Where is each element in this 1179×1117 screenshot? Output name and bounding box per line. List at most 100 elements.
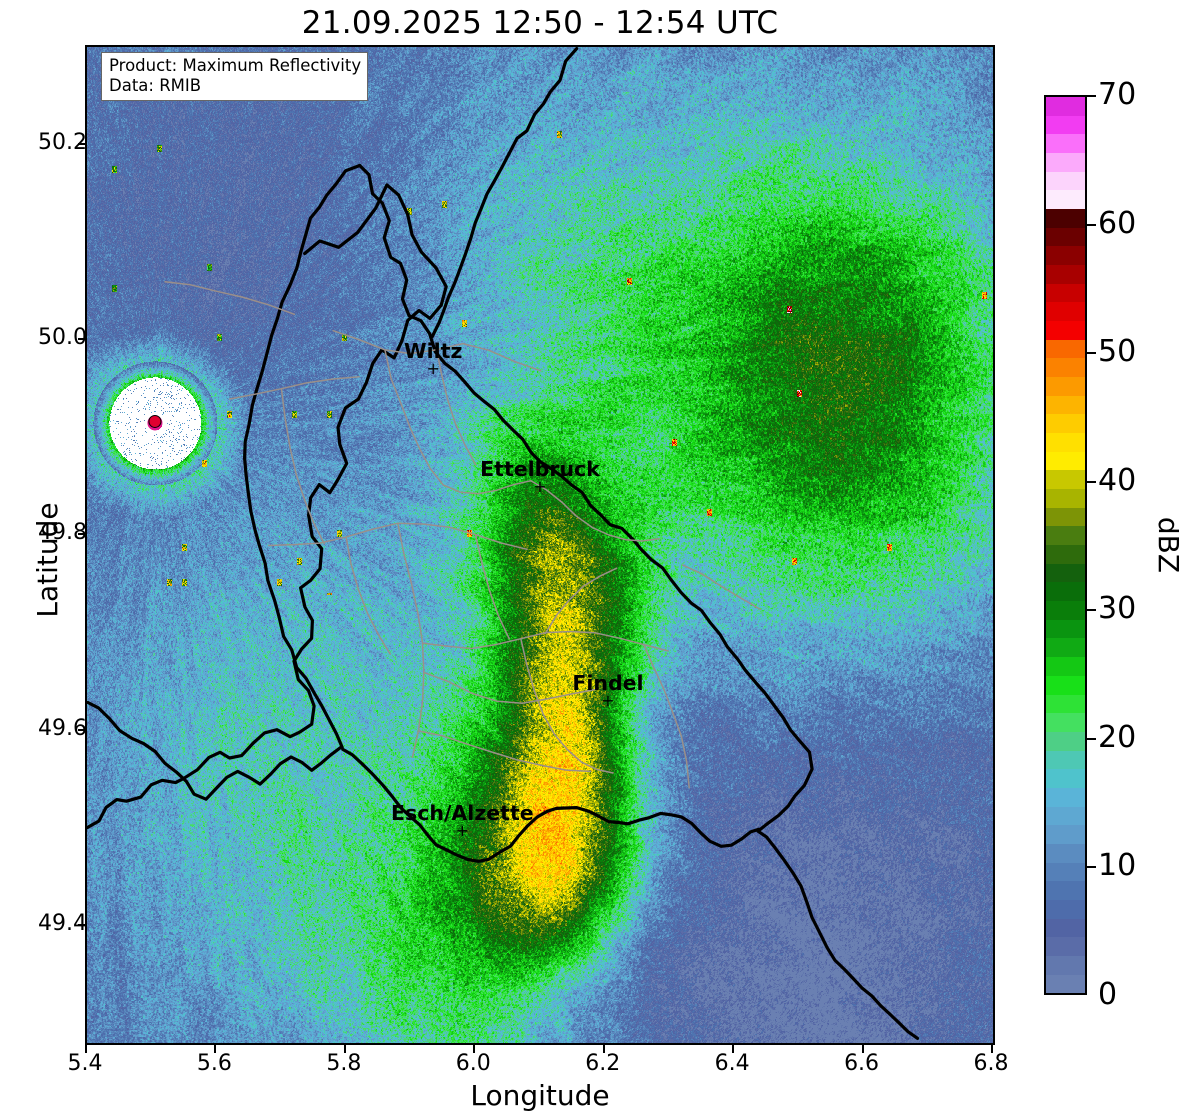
colorbar-band [1046, 414, 1085, 434]
x-tick-label: 6.6 [844, 1051, 880, 1076]
colorbar-band [1046, 227, 1085, 247]
colorbar-tick-mark [1087, 95, 1096, 97]
colorbar-band [1046, 97, 1085, 116]
colorbar-band [1046, 713, 1085, 732]
colorbar-tick-label: 70 [1098, 77, 1137, 112]
x-tick-label: 6.4 [714, 1051, 750, 1076]
colorbar-band [1046, 806, 1085, 826]
x-tick-mark [861, 1045, 864, 1053]
colorbar-tick-label: 60 [1098, 205, 1137, 241]
radar-site-marker [147, 414, 163, 431]
x-tick-mark [473, 1045, 476, 1053]
x-tick-label: 6.8 [973, 1051, 1009, 1076]
colorbar-band [1046, 153, 1085, 172]
colorbar-tick-label: 0 [1098, 977, 1118, 1012]
colorbar-tick-mark [1087, 352, 1096, 355]
map-border-overlay [87, 47, 920, 1040]
y-tick-label: 49.6 [38, 715, 87, 741]
colorbar-band [1046, 843, 1085, 863]
y-tick-mark [78, 142, 86, 145]
y-tick-label: 49.8 [38, 520, 87, 546]
x-tick-label: 5.6 [196, 1051, 232, 1076]
colorbar-band [1046, 395, 1085, 415]
product-line: Product: Maximum Reflectivity [109, 56, 362, 75]
y-tick-mark [78, 923, 86, 926]
y-axis-label: Latitude [31, 502, 64, 618]
colorbar-band [1046, 451, 1085, 471]
colorbar-band [1046, 731, 1085, 751]
colorbar-band [1046, 190, 1085, 210]
colorbar-band [1046, 862, 1085, 882]
product-info-box: Product: Maximum Reflectivity Data: RMIB [101, 52, 369, 101]
colorbar-band [1046, 339, 1085, 359]
y-tick-label: 49.4 [38, 910, 87, 936]
colorbar-band [1046, 507, 1085, 527]
colorbar-tick-label: 40 [1098, 462, 1137, 498]
colorbar-band [1046, 918, 1085, 938]
colorbar-band [1046, 489, 1085, 508]
x-tick-mark [343, 1045, 346, 1053]
x-tick-mark [732, 1045, 735, 1053]
colorbar-band [1046, 582, 1085, 602]
colorbar-band [1046, 526, 1085, 546]
y-tick-mark [78, 533, 86, 536]
colorbar-axis-label: dBZ [1152, 516, 1179, 574]
colorbar-band [1046, 675, 1085, 695]
colorbar-band [1046, 955, 1085, 975]
colorbar-band [1046, 115, 1085, 135]
y-tick-mark [78, 728, 86, 731]
colorbar-band [1046, 134, 1085, 154]
colorbar-tick-mark [1087, 609, 1096, 612]
colorbar-band [1046, 302, 1085, 322]
colorbar-band [1046, 769, 1085, 788]
x-tick-label: 5.4 [67, 1051, 103, 1076]
colorbar-band [1046, 881, 1085, 900]
colorbar-band [1046, 246, 1085, 266]
colorbar-band [1046, 209, 1085, 228]
x-tick-mark [214, 1045, 217, 1053]
colorbar-tick-label: 30 [1098, 591, 1137, 627]
colorbar-band [1046, 283, 1085, 303]
radar-map-plot[interactable]: Product: Maximum Reflectivity Data: RMIB… [85, 45, 995, 1045]
colorbar-band [1046, 563, 1085, 583]
colorbar-band [1046, 825, 1085, 844]
x-tick-mark [602, 1045, 605, 1053]
colorbar-band [1046, 937, 1085, 956]
y-tick-mark [78, 337, 86, 340]
x-tick-label: 5.8 [326, 1051, 362, 1076]
reflectivity-colorbar[interactable] [1044, 95, 1087, 995]
colorbar-band [1046, 433, 1085, 452]
colorbar-band [1046, 358, 1085, 378]
y-tick-label: 50.0 [38, 324, 87, 350]
x-tick-label: 6.0 [455, 1051, 491, 1076]
x-tick-label: 6.2 [585, 1051, 621, 1076]
colorbar-band [1046, 265, 1085, 284]
colorbar-tick-label: 10 [1098, 848, 1137, 884]
colorbar-band [1046, 545, 1085, 564]
colorbar-tick-mark [1087, 480, 1096, 483]
colorbar-band [1046, 321, 1085, 340]
x-axis-label: Longitude [470, 1079, 610, 1112]
colorbar-band [1046, 601, 1085, 620]
colorbar-tick-mark [1087, 223, 1096, 226]
colorbar-tick-label: 20 [1098, 719, 1137, 755]
figure-title: 21.09.2025 12:50 - 12:54 UTC [301, 5, 779, 41]
colorbar-band [1046, 377, 1085, 396]
colorbar-band [1046, 750, 1085, 770]
colorbar-tick-mark [1087, 737, 1096, 740]
colorbar-band [1046, 694, 1085, 714]
colorbar-band [1046, 171, 1085, 191]
colorbar-tick-mark [1087, 866, 1096, 869]
colorbar-band [1046, 619, 1085, 639]
colorbar-tick-label: 50 [1098, 334, 1137, 370]
data-source-line: Data: RMIB [109, 76, 202, 95]
radar-reflectivity-field [87, 47, 993, 1043]
y-tick-label: 50.2 [38, 129, 87, 155]
colorbar-band [1046, 787, 1085, 807]
x-tick-mark [991, 1045, 993, 1053]
x-tick-mark [85, 1045, 87, 1053]
colorbar-band [1046, 470, 1085, 490]
colorbar-band [1046, 657, 1085, 676]
colorbar-band [1046, 974, 1085, 993]
colorbar-band [1046, 899, 1085, 919]
